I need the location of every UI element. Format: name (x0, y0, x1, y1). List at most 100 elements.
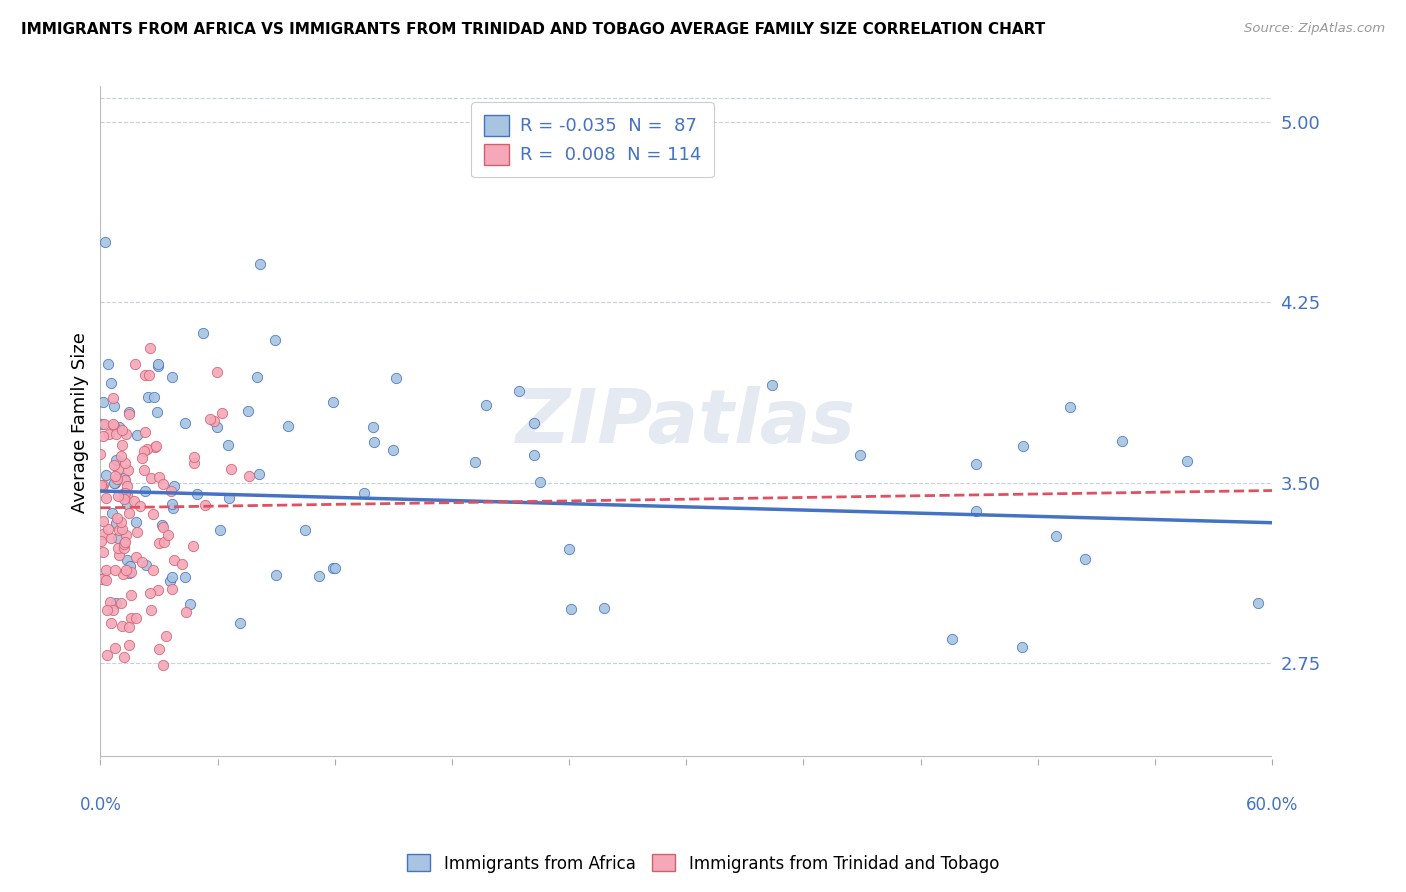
Point (761, 377, 783, 392)
Point (110, 516, 132, 530)
Point (101, 391, 124, 405)
Point (152, 476, 174, 491)
Point (112, 541, 135, 556)
Point (150, 518, 173, 533)
Point (1011, 640, 1033, 655)
Point (143, 440, 166, 454)
Point (117, 497, 139, 511)
Point (97, 357, 120, 371)
Point (91, 480, 114, 494)
Point (91, 514, 114, 528)
Point (118, 620, 141, 634)
Point (122, 493, 145, 508)
Point (142, 507, 165, 521)
Point (101, 506, 124, 520)
Point (128, 499, 150, 513)
Point (108, 419, 131, 434)
Point (104, 563, 127, 577)
Point (523, 448, 546, 462)
Point (1175, 454, 1198, 468)
Point (91, 395, 114, 409)
Point (160, 370, 183, 384)
Point (94, 491, 117, 505)
Text: 60.0%: 60.0% (1246, 796, 1298, 814)
Point (134, 444, 156, 458)
Point (134, 368, 156, 383)
Point (249, 467, 271, 482)
Point (103, 399, 125, 413)
Point (353, 486, 375, 500)
Point (103, 475, 125, 490)
Text: 0.0%: 0.0% (79, 796, 121, 814)
Point (385, 371, 408, 385)
Point (183, 450, 205, 465)
Point (155, 629, 177, 643)
Point (139, 586, 162, 600)
Point (114, 473, 136, 487)
Point (941, 632, 963, 646)
Point (114, 485, 136, 500)
Point (160, 570, 183, 584)
Point (308, 569, 330, 583)
Point (98, 595, 121, 609)
Point (474, 398, 496, 412)
Point (557, 541, 579, 556)
Point (118, 558, 141, 573)
Point (363, 434, 385, 449)
Point (148, 359, 170, 374)
Point (135, 442, 157, 456)
Point (125, 515, 148, 529)
Point (145, 405, 167, 419)
Text: IMMIGRANTS FROM AFRICA VS IMMIGRANTS FROM TRINIDAD AND TOBAGO AVERAGE FAMILY SIZ: IMMIGRANTS FROM AFRICA VS IMMIGRANTS FRO… (21, 22, 1045, 37)
Point (464, 455, 486, 469)
Point (94, 573, 117, 587)
Point (162, 500, 184, 515)
Point (117, 488, 139, 502)
Point (108, 523, 131, 537)
Point (322, 561, 344, 575)
Point (134, 425, 156, 439)
Point (141, 603, 163, 617)
Point (1247, 596, 1270, 610)
Point (117, 463, 139, 477)
Point (120, 611, 142, 625)
Point (163, 553, 186, 567)
Point (361, 420, 384, 434)
Point (135, 558, 157, 573)
Point (148, 470, 170, 484)
Point (107, 541, 129, 555)
Y-axis label: Average Family Size: Average Family Size (72, 332, 89, 513)
Point (94, 235, 117, 249)
Point (277, 418, 299, 433)
Point (138, 342, 160, 356)
Point (105, 472, 128, 486)
Point (114, 534, 136, 549)
Point (156, 527, 179, 541)
Point (125, 611, 148, 625)
Point (112, 471, 135, 485)
Point (100, 615, 122, 630)
Point (107, 548, 129, 562)
Point (114, 528, 136, 542)
Point (152, 520, 174, 534)
Point (162, 582, 184, 596)
Point (103, 419, 125, 434)
Point (96, 602, 118, 616)
Text: ZIPatlas: ZIPatlas (516, 386, 856, 459)
Point (592, 600, 614, 615)
Point (217, 438, 239, 452)
Point (115, 427, 138, 442)
Point (209, 523, 232, 537)
Point (163, 479, 186, 493)
Point (170, 557, 193, 571)
Point (173, 570, 195, 584)
Point (1012, 439, 1035, 453)
Point (249, 257, 271, 271)
Point (207, 365, 229, 379)
Point (93, 571, 115, 585)
Point (107, 462, 129, 476)
Point (132, 463, 155, 477)
Point (294, 523, 316, 537)
Point (96, 648, 118, 662)
Point (118, 566, 141, 580)
